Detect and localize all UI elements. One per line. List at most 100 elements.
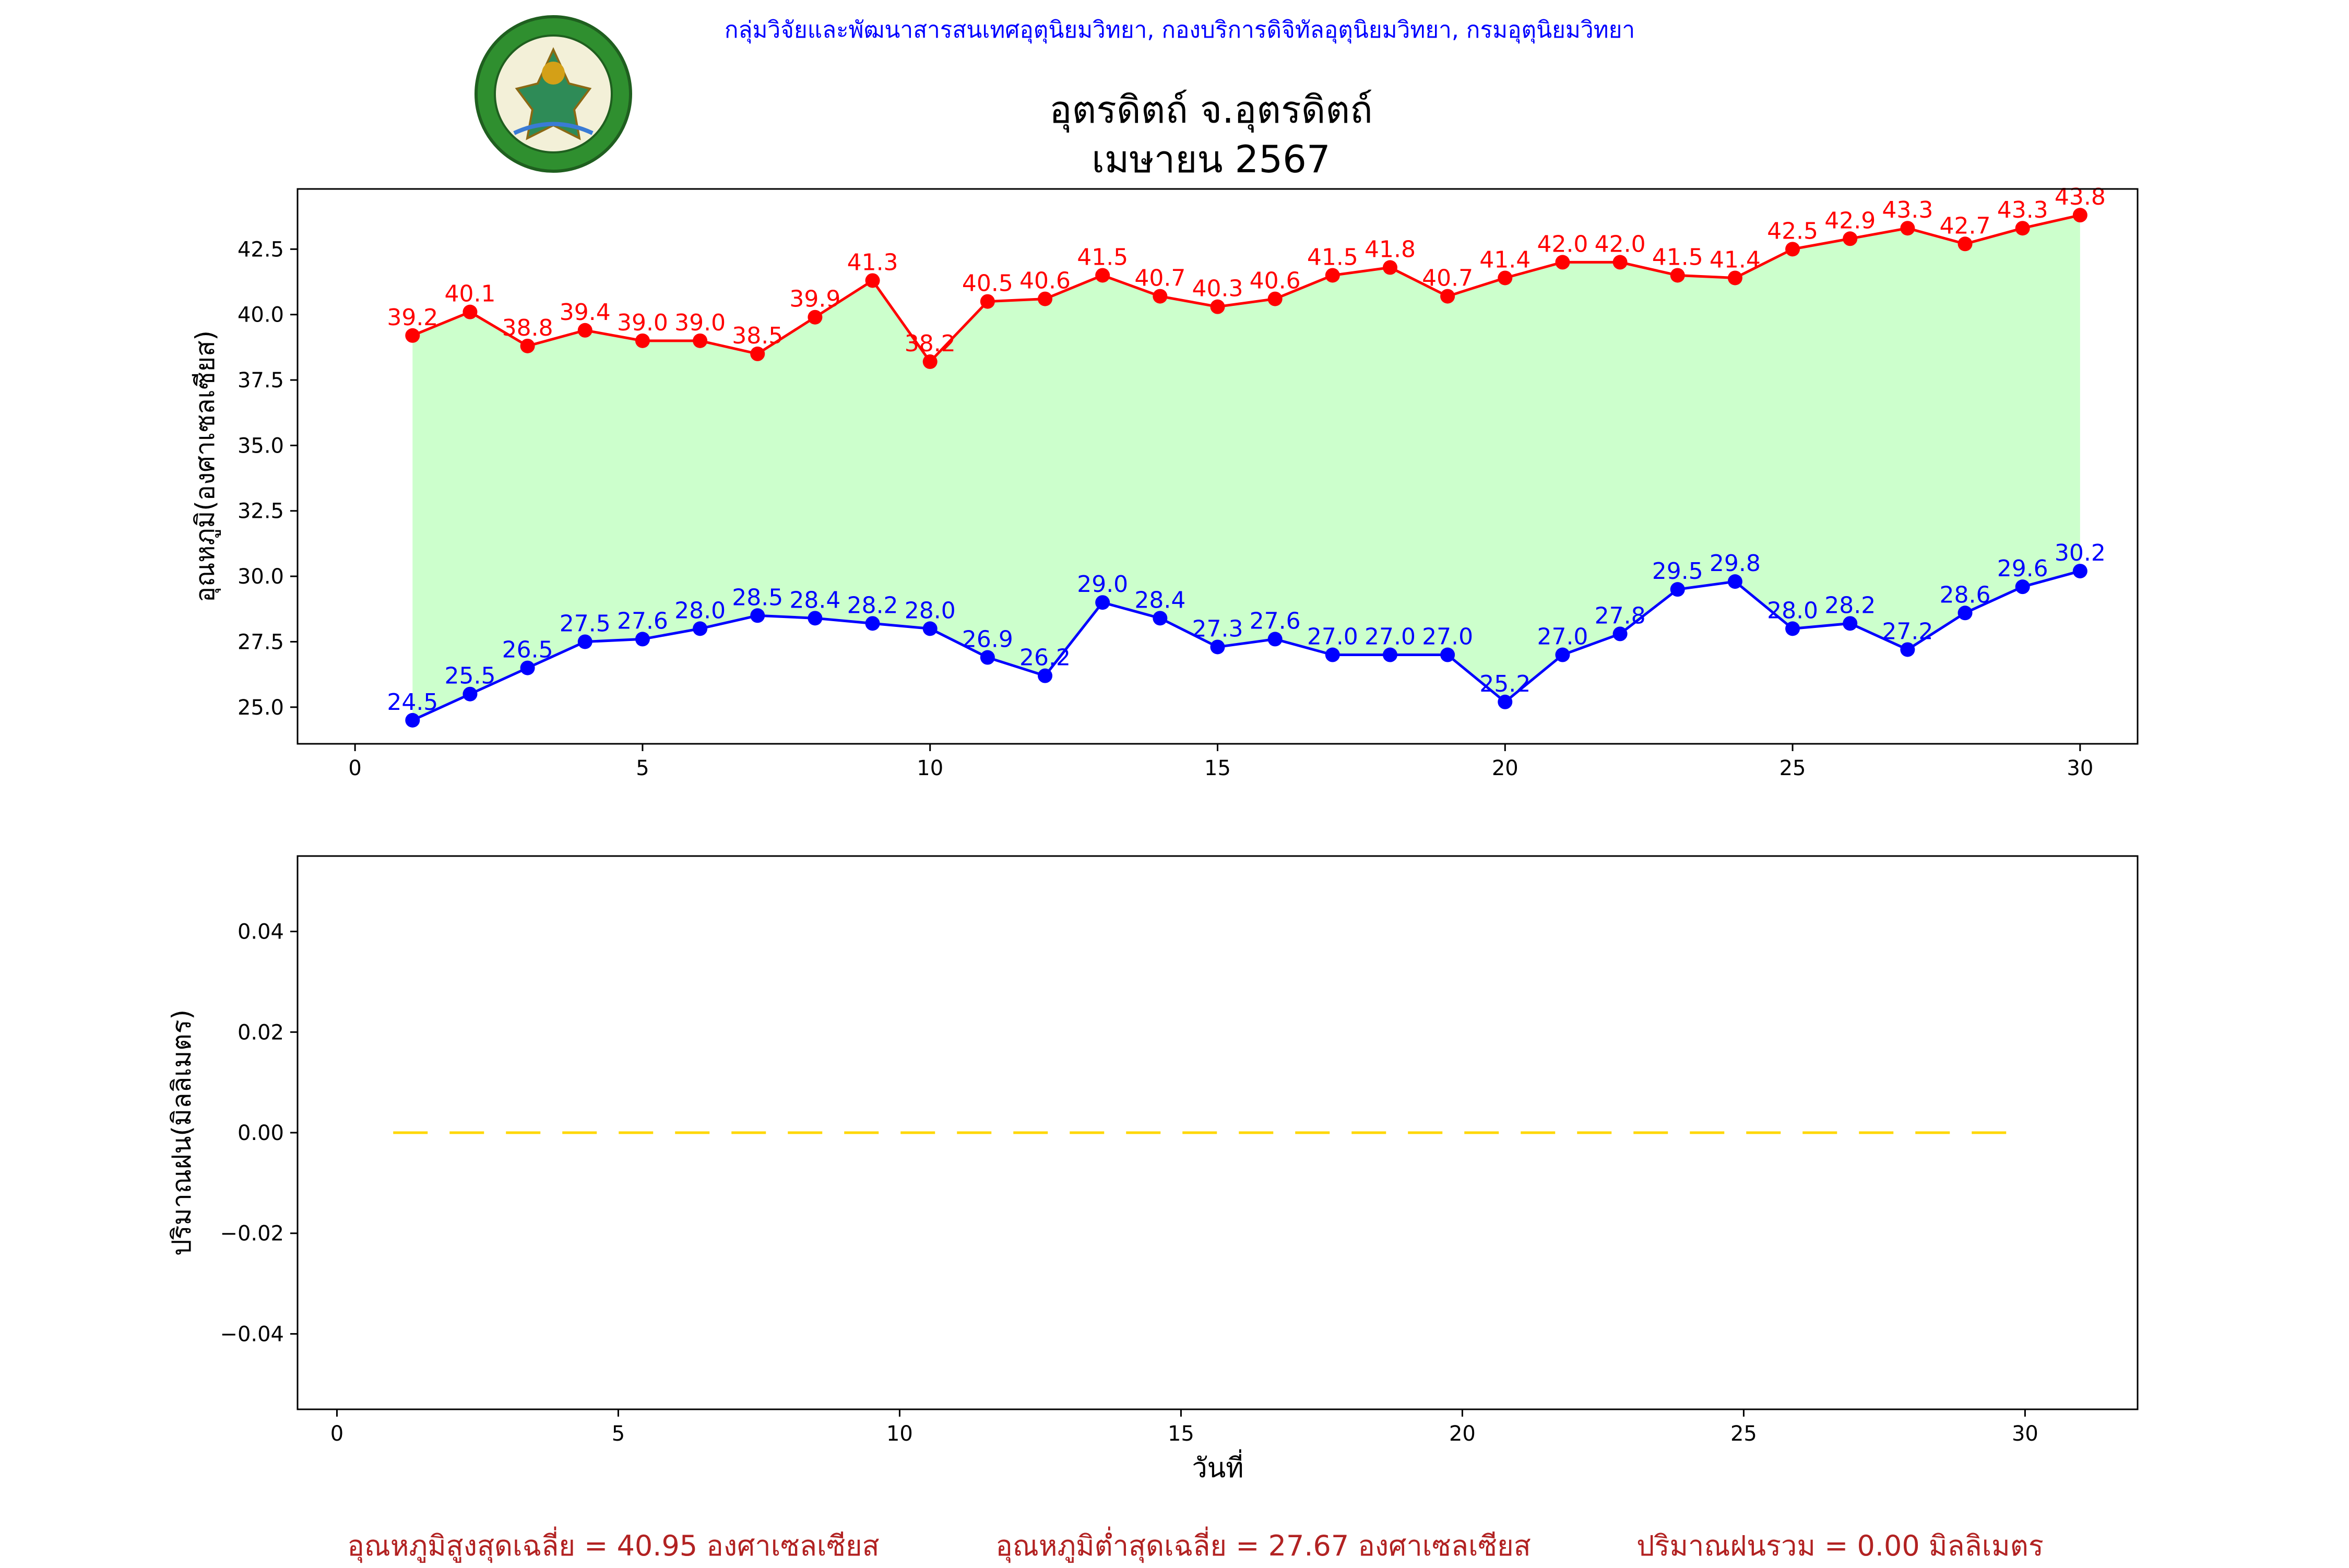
max-temperature-point [1038, 291, 1053, 306]
temperature-plot-frame [296, 188, 2139, 745]
min-temperature-label: 27.0 [1307, 624, 1358, 650]
min-temperature-point [1612, 626, 1628, 642]
max-temperature-point [1325, 268, 1340, 283]
min-temperature-point [1958, 605, 1973, 621]
min-temperature-label: 28.4 [789, 587, 840, 613]
temperature-xtick-label: 25 [1779, 756, 1806, 780]
department-logo [474, 15, 632, 173]
max-temperature-label: 38.8 [502, 315, 553, 341]
min-temperature-label: 28.5 [732, 584, 783, 611]
max-temperature-line [412, 213, 2081, 364]
max-temperature-label: 43.3 [1882, 197, 1933, 223]
min-temperature-point [1670, 582, 1685, 597]
min-temperature-point [1555, 647, 1570, 662]
min-temperature-label: 27.2 [1882, 618, 1933, 645]
min-temperature-label: 26.2 [1019, 645, 1071, 671]
min-temperature-label: 25.2 [1479, 671, 1531, 697]
rainfall-xtick-label: 5 [612, 1422, 625, 1446]
rainfall-xtick-label: 30 [2012, 1422, 2038, 1446]
min-temperature-point [1153, 611, 1168, 626]
min-temperature-label: 28.2 [1824, 592, 1876, 619]
min-temperature-point [1038, 668, 1053, 683]
min-temperature-point [1210, 639, 1225, 655]
temperature-ytick-label: 42.5 [238, 237, 284, 262]
max-temperature-point [2015, 221, 2030, 236]
chart-title-station: อุตรดิตถ์ จ.อุตรดิตถ์ [1049, 88, 1373, 133]
max-temperature-label: 42.7 [1940, 212, 1991, 239]
rainfall-ytick-label: −0.04 [220, 1322, 284, 1346]
max-temperature-point [693, 333, 708, 348]
max-temperature-label: 40.1 [444, 281, 495, 307]
max-temperature-point [1958, 236, 1973, 252]
min-temperature-point [1785, 621, 1800, 636]
min-temperature-points: 24.525.526.527.5 27.6 28.0 28.5 28.4 28.2 28.0… [387, 540, 2106, 728]
min-temperature-label: 29.5 [1652, 558, 1703, 585]
min-temperature-label: 27.3 [1192, 615, 1243, 642]
max-temperature-label: 39.4 [560, 299, 611, 326]
rainfall-plot-frame [296, 855, 2139, 1410]
min-temperature-point [520, 660, 535, 675]
min-temperature-label: 28.0 [674, 597, 726, 624]
max-temperature-point [2072, 208, 2087, 223]
min-temperature-label: 27.0 [1365, 624, 1416, 650]
rainfall-y-axis-label: ปริมาณฝน(มิลลิเมตร) [167, 1009, 197, 1256]
max-temperature-label: 39.0 [617, 310, 668, 336]
max-temperature-point [635, 333, 650, 348]
min-temperature-point [693, 621, 708, 636]
rainfall-x-axis: 0 5 10 15 20 25 30 [330, 1409, 2038, 1446]
min-temperature-label: 27.8 [1595, 602, 1646, 629]
min-temperature-label: 28.6 [1940, 581, 1991, 608]
rainfall-xtick-label: 15 [1168, 1422, 1194, 1446]
min-temperature-point [1843, 616, 1858, 631]
min-temperature-label: 26.5 [502, 637, 553, 663]
max-temperature-label: 41.3 [847, 249, 898, 276]
rainfall-plot: −0.04 −0.02 0.00 0.02 0.04 0 5 10 15 20 25 30 ปริม… [167, 855, 2139, 1484]
temperature-xtick-label: 30 [2067, 756, 2093, 780]
min-temperature-label: 26.9 [962, 626, 1013, 653]
min-temperature-point [1095, 595, 1110, 610]
max-temperature-label: 43.3 [1997, 197, 2048, 223]
max-temperature-label: 41.5 [1652, 244, 1703, 270]
max-temperature-point [750, 346, 765, 361]
temperature-xtick-label: 20 [1492, 756, 1518, 780]
min-temperature-point [577, 634, 592, 649]
min-temperature-point [1267, 632, 1283, 647]
max-temperature-label: 42.0 [1595, 231, 1646, 257]
temperature-plot: 25.0 27.5 30.0 32.5 35.0 37.5 40.0 42.5 0 5 10 15 2… [190, 184, 2139, 780]
rainfall-xtick-label: 10 [886, 1422, 913, 1446]
min-temperature-point [750, 608, 765, 623]
max-temperature-label: 42.5 [1767, 218, 1818, 244]
min-temperature-label: 28.0 [1767, 597, 1818, 624]
min-temperature-point [462, 686, 478, 702]
temperature-ytick-label: 27.5 [238, 630, 284, 654]
footer-avg-min: อุณหภูมิต่ำสุดเฉลี่ย = 27.67 องศาเซลเซีย… [995, 1526, 1531, 1563]
temperature-y-axis-label: อุณหภูมิ(องศาเซลเซียส) [190, 330, 221, 602]
max-temperature-point [1095, 268, 1110, 283]
min-temperature-label: 28.2 [847, 592, 898, 619]
temperature-xtick-label: 0 [348, 756, 361, 780]
temperature-y-axis: 25.0 27.5 30.0 32.5 35.0 37.5 40.0 42.5 [238, 237, 298, 720]
rainfall-xtick-label: 0 [330, 1422, 343, 1446]
agency-line: กลุ่มวิจัยและพัฒนาสารสนเทศอุตุนิยมวิทยา,… [725, 17, 1635, 44]
max-temperature-label: 39.9 [789, 286, 840, 313]
max-temperature-point [1382, 260, 1397, 275]
min-temperature-label: 27.0 [1537, 624, 1588, 650]
max-temperature-point [520, 338, 535, 353]
rainfall-ytick-label: 0.04 [238, 920, 284, 944]
max-temperature-label: 42.9 [1824, 207, 1876, 234]
min-temperature-label: 27.6 [617, 608, 668, 634]
min-temperature-label: 29.0 [1077, 571, 1128, 598]
max-temperature-point [462, 304, 478, 319]
min-temperature-point [1440, 647, 1455, 662]
min-temperature-point [1325, 647, 1340, 662]
max-temperature-label: 40.7 [1134, 265, 1185, 292]
max-temperature-label: 40.6 [1019, 268, 1071, 294]
temperature-xtick-label: 10 [917, 756, 943, 780]
rainfall-xtick-label: 20 [1449, 1422, 1476, 1446]
max-temperature-label: 41.8 [1365, 236, 1416, 263]
min-temperature-label: 28.4 [1134, 587, 1185, 613]
min-temperature-label: 27.5 [560, 610, 611, 637]
max-temperature-point [865, 273, 880, 288]
rainfall-ytick-label: 0.00 [238, 1121, 284, 1145]
